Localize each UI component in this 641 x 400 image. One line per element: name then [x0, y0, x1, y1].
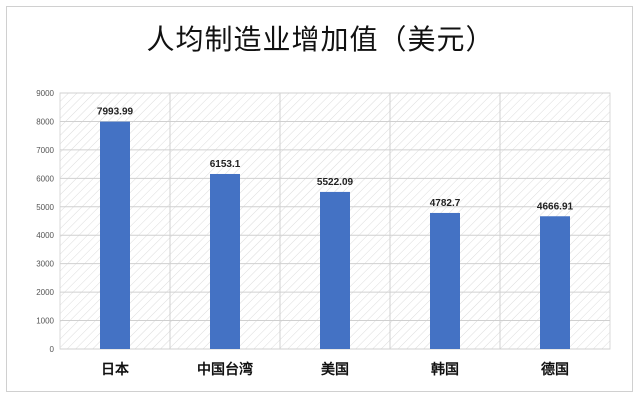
data-label: 4782.7 [430, 198, 461, 209]
data-label: 4666.91 [537, 201, 574, 212]
y-tick-label: 9000 [36, 89, 54, 98]
y-tick-label: 0 [50, 345, 55, 354]
bar [210, 173, 240, 349]
data-label: 7993.99 [97, 107, 134, 118]
data-label: 5522.09 [317, 177, 354, 188]
x-tick-label: 德国 [541, 361, 569, 378]
y-tick-label: 7000 [36, 146, 54, 155]
bar [540, 216, 570, 349]
x-tick-label: 中国台湾 [197, 361, 253, 378]
x-tick-label: 韩国 [431, 361, 459, 378]
y-tick-label: 1000 [36, 317, 54, 326]
y-tick-label: 2000 [36, 288, 54, 297]
data-label: 6153.1 [210, 159, 241, 170]
y-tick-label: 4000 [36, 231, 54, 240]
bar [320, 191, 350, 349]
x-tick-label: 日本 [101, 361, 130, 378]
y-tick-label: 8000 [36, 117, 54, 126]
bar [100, 121, 130, 350]
y-tick-label: 6000 [36, 174, 54, 183]
x-tick-label: 美国 [321, 361, 349, 378]
y-tick-label: 5000 [36, 203, 54, 212]
y-tick-label: 3000 [36, 260, 54, 269]
bar [430, 212, 460, 349]
chart-title: 人均制造业增加值（美元） [146, 23, 495, 56]
